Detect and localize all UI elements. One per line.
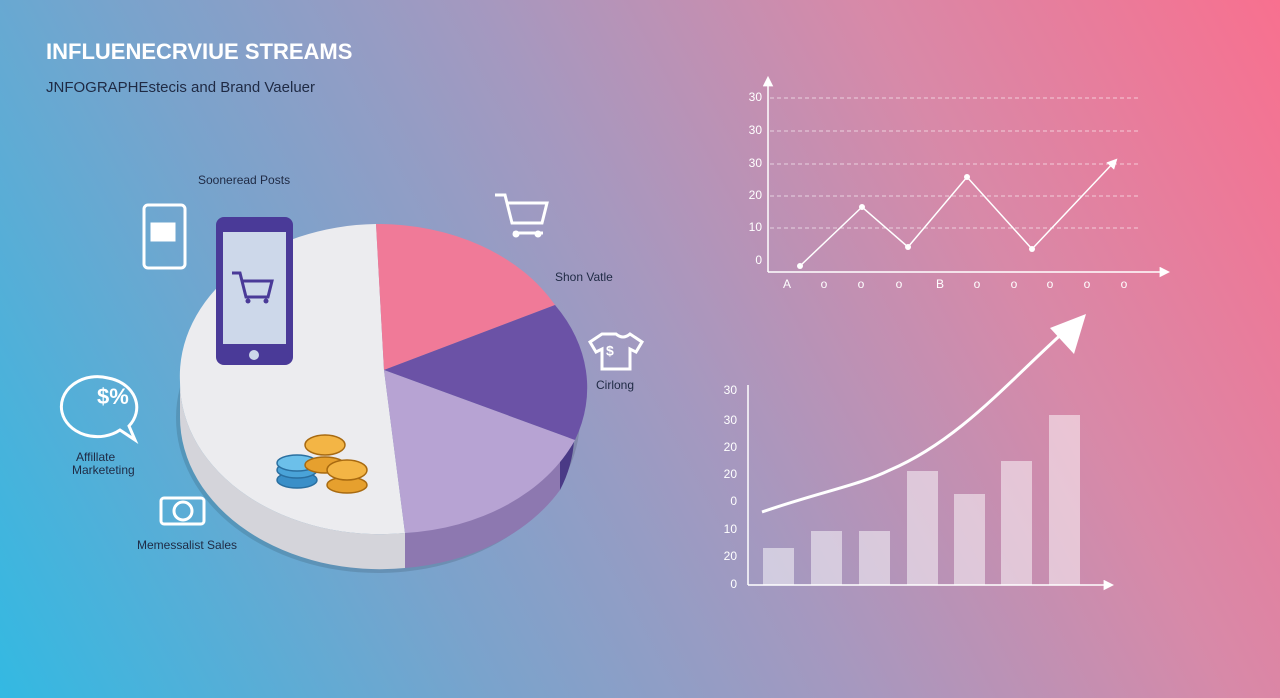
label: Cirlong [596,378,634,392]
x-tick-label: A [783,277,791,291]
x-tick-label: o [1121,277,1128,291]
label: Memessalist Sales [137,538,237,552]
dollar-icon: $% [97,384,129,409]
label: Marketeting [72,463,135,477]
label: Sooneread Posts [198,173,290,187]
label: Shon Vatle [555,270,613,284]
x-tick-label: o [896,277,903,291]
line-chart [762,75,1171,278]
x-tick-label: B [936,277,944,291]
x-tick-label: o [858,277,865,291]
dollar-icon: $ [606,343,614,359]
x-tick-label: o [974,277,981,291]
y-tick-label: 30 [749,90,763,104]
x-tick-label: o [1084,277,1091,291]
x-tick-label: o [1011,277,1018,291]
y-tick-label: 10 [724,522,738,536]
icons [59,193,645,526]
y-tick-label: 0 [755,253,762,267]
y-tick-label: 30 [724,383,738,397]
y-tick-label: 20 [724,467,738,481]
y-tick-label: 30 [749,156,763,170]
y-tick-label: 30 [724,413,738,427]
x-tick-label: o [1047,277,1054,291]
y-tick-label: 20 [749,188,763,202]
y-tick-label: 0 [730,494,737,508]
x-tick-label: o [821,277,828,291]
title: INFLUENECRVIUE STREAMS [46,39,352,64]
pie-illustration [176,217,588,573]
bar-chart [747,314,1115,591]
y-tick-label: 0 [730,577,737,591]
subtitle: JNFOGRAPHEstecis and Brand Vaeluer [46,79,315,96]
label: Affillate [76,450,115,464]
y-tick-label: 30 [749,123,763,137]
y-tick-label: 20 [724,440,738,454]
y-tick-label: 20 [724,549,738,563]
y-tick-label: 10 [749,220,763,234]
